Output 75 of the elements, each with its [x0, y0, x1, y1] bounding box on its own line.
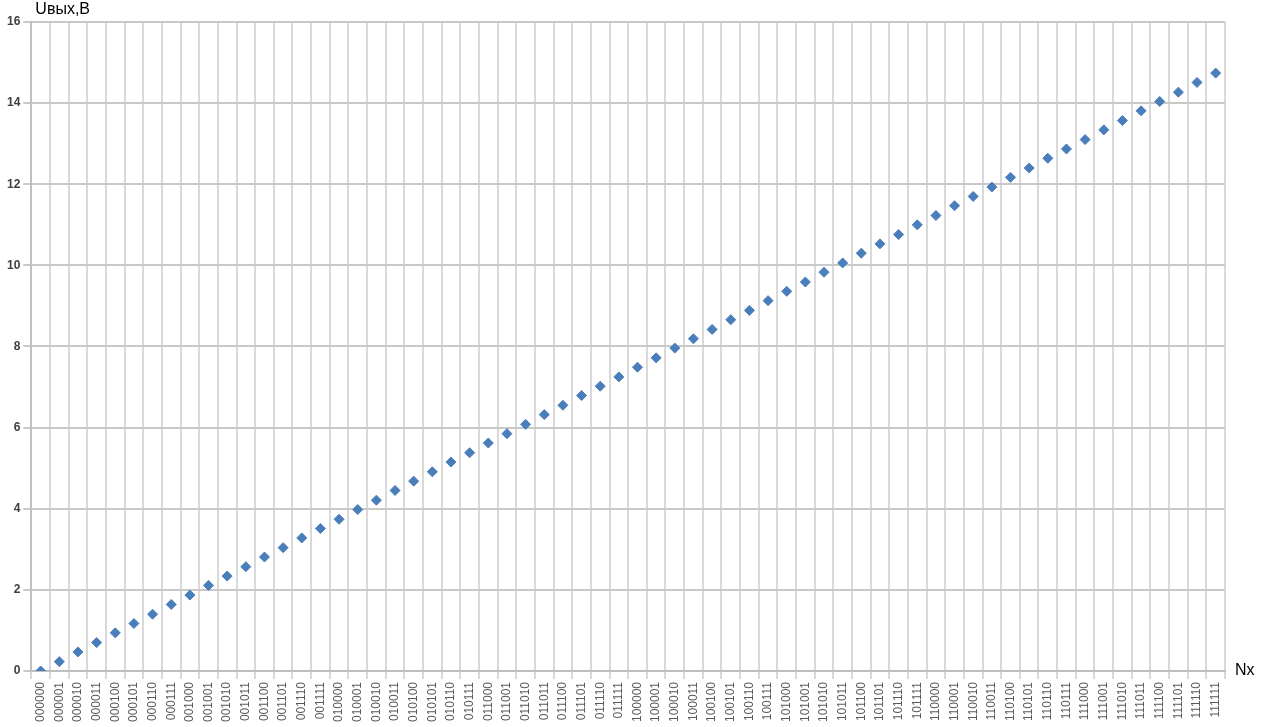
y-tick-label: 4 — [13, 501, 21, 516]
x-tick-label: 100101 — [723, 681, 738, 722]
x-tick-label: 011100 — [555, 681, 570, 721]
x-tick-label: 100100 — [704, 681, 719, 722]
y-axis-title: Uвых,B — [35, 0, 91, 18]
y-tick-label: 14 — [6, 95, 21, 110]
x-tick-label: 001110 — [294, 681, 309, 721]
x-tick-label: 111000 — [1077, 681, 1092, 721]
x-tick-label: 111011 — [1133, 681, 1148, 720]
x-tick-label: 001010 — [219, 681, 234, 722]
x-tick-label: 111010 — [1114, 681, 1129, 721]
x-tick-label: 011101 — [573, 681, 588, 721]
x-tick-label: 010100 — [406, 681, 420, 722]
x-axis-title: Nx — [1235, 661, 1255, 679]
x-tick-label: 100111 — [760, 681, 775, 721]
x-tick-label: 010110 — [443, 681, 458, 722]
y-tick-label: 6 — [13, 419, 21, 434]
x-tick-label: 111100 — [1152, 681, 1167, 720]
y-tick-label: 2 — [13, 582, 21, 597]
x-tick-label: 000110 — [144, 681, 159, 722]
x-tick-label: 010001 — [350, 681, 365, 722]
y-tick-label: 16 — [6, 14, 21, 29]
x-tick-label: 111110 — [1189, 681, 1204, 719]
x-tick-label: 001101 — [275, 681, 290, 722]
x-tick-label: 000010 — [70, 681, 85, 722]
x-tick-label: 010101 — [424, 681, 439, 722]
x-tick-label: 001001 — [200, 681, 215, 722]
x-tick-label: 100010 — [667, 681, 682, 722]
x-tick-label: 001100 — [256, 681, 271, 722]
x-tick-label: 110010 — [965, 681, 980, 722]
x-tick-label: 011011 — [536, 681, 551, 721]
x-tick-label: 100001 — [648, 681, 663, 722]
x-tick-label: 010011 — [387, 681, 402, 722]
x-tick-label: 110101 — [1021, 681, 1036, 722]
x-tick-label: 000101 — [126, 681, 141, 722]
x-tick-label: 000100 — [107, 681, 122, 722]
x-tick-label: 101101 — [872, 681, 887, 722]
x-tick-label: 011001 — [499, 681, 514, 722]
x-tick-label: 100011 — [685, 681, 700, 722]
x-tick-label: 010111 — [461, 681, 476, 721]
x-tick-label: 110001 — [946, 681, 961, 722]
y-tick-label: 8 — [13, 338, 21, 353]
x-tick-label: 101000 — [779, 681, 794, 722]
x-tick-label: 000000 — [32, 681, 47, 722]
x-tick-label: 101100 — [853, 681, 868, 722]
x-tick-label: 111101 — [1170, 681, 1185, 720]
x-tick-label: 000011 — [88, 681, 103, 722]
y-tick-label: 10 — [6, 257, 21, 272]
x-tick-label: 110110 — [1040, 681, 1055, 721]
x-tick-label: 110000 — [928, 681, 943, 722]
x-tick-label: 111001 — [1096, 681, 1111, 721]
x-tick-label: 011010 — [517, 681, 532, 722]
y-tick-label: 0 — [13, 663, 21, 678]
x-tick-label: 011111 — [611, 681, 626, 719]
x-tick-label: 011000 — [480, 681, 495, 722]
x-tick-label: 110100 — [1002, 681, 1017, 722]
x-tick-label: 001000 — [182, 681, 197, 722]
x-tick-label: 101111 — [909, 681, 924, 720]
x-tick-label: 110111 — [1058, 681, 1073, 720]
x-tick-label: 101001 — [797, 681, 812, 722]
x-tick-label: 001111 — [312, 681, 327, 720]
x-tick-label: 100110 — [741, 681, 756, 722]
x-tick-label: 101010 — [816, 681, 831, 722]
x-tick-label: 011110 — [592, 681, 607, 720]
x-tick-label: 010000 — [331, 681, 346, 722]
x-tick-label: 111111 — [1207, 681, 1222, 718]
x-tick-label: 010010 — [368, 681, 383, 722]
x-tick-label: 000001 — [51, 681, 66, 722]
x-tick-label: 110011 — [984, 681, 999, 721]
x-tick-label: 101011 — [834, 681, 849, 722]
x-tick-label: 100000 — [629, 681, 644, 722]
x-tick-label: 000111 — [163, 681, 178, 721]
x-tick-label: 001011 — [238, 681, 253, 722]
y-tick-label: 12 — [6, 176, 21, 191]
x-tick-label: 101110 — [890, 681, 905, 721]
